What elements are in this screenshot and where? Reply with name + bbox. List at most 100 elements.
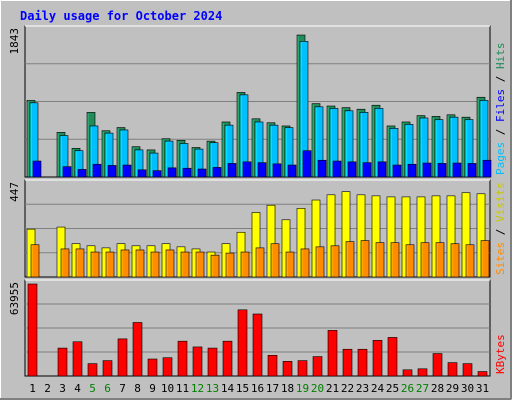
x-tick-label-day-4: 4 <box>74 382 81 395</box>
bar-sites-day-17 <box>270 243 280 278</box>
bar-pages-day-21 <box>332 160 342 178</box>
bar-kbytes-day-27 <box>417 368 428 377</box>
bar-pages-day-20 <box>317 159 327 178</box>
bar-pages-day-22 <box>347 161 357 178</box>
x-tick-label-day-29: 29 <box>446 382 459 395</box>
x-tick-label-day-9: 9 <box>149 382 156 395</box>
bar-pages-day-6 <box>107 165 117 178</box>
bar-pages-day-8 <box>137 169 147 178</box>
legend-files: Files <box>494 89 507 122</box>
x-tick-label-day-22: 22 <box>341 382 354 395</box>
bar-sites-day-6 <box>105 251 115 278</box>
x-tick-label-day-7: 7 <box>119 382 126 395</box>
bar-pages-day-25 <box>392 164 402 178</box>
bar-kbytes-day-26 <box>402 369 413 377</box>
bar-sites-day-26 <box>405 244 415 278</box>
x-tick-label-day-8: 8 <box>134 382 141 395</box>
x-tick-label-day-3: 3 <box>59 382 66 395</box>
bar-sites-day-25 <box>390 242 400 278</box>
x-tick-label-day-1: 1 <box>29 382 36 395</box>
bar-kbytes-day-18 <box>282 361 293 377</box>
bar-pages-day-9 <box>152 170 162 178</box>
x-tick-label-day-2: 2 <box>44 382 51 395</box>
bar-sites-day-23 <box>360 240 370 278</box>
x-tick-label-day-27: 27 <box>416 382 429 395</box>
bar-kbytes-day-8 <box>132 322 143 377</box>
bar-sites-day-21 <box>330 245 340 278</box>
bar-pages-day-30 <box>467 163 477 178</box>
x-tick-label-day-5: 5 <box>89 382 96 395</box>
x-tick-label-day-31: 31 <box>476 382 489 395</box>
x-tick-label-day-10: 10 <box>161 382 174 395</box>
bar-kbytes-day-16 <box>252 313 263 377</box>
bar-sites-day-8 <box>135 249 145 278</box>
legend-hits: Hits <box>494 43 507 70</box>
bar-sites-day-13 <box>210 254 220 278</box>
bar-kbytes-day-17 <box>267 354 278 377</box>
x-tick-label-day-18: 18 <box>281 382 294 395</box>
x-tick-label-day-12: 12 <box>191 382 204 395</box>
x-tick-label-day-21: 21 <box>326 382 339 395</box>
bar-pages-day-3 <box>62 166 72 178</box>
bar-kbytes-day-29 <box>447 362 458 377</box>
x-tick-label-day-17: 17 <box>266 382 279 395</box>
chart-title: Daily usage for October 2024 <box>20 9 222 23</box>
bar-kbytes-day-11 <box>177 340 188 377</box>
bar-kbytes-day-19 <box>297 360 308 377</box>
bar-kbytes-day-3 <box>57 347 68 377</box>
bar-kbytes-day-28 <box>432 353 443 377</box>
x-tick-label-day-30: 30 <box>461 382 474 395</box>
bar-pages-day-28 <box>437 163 447 178</box>
bar-sites-day-18 <box>285 251 295 278</box>
bar-sites-day-14 <box>225 252 235 278</box>
bar-pages-day-29 <box>452 162 462 178</box>
bar-pages-day-10 <box>167 167 177 178</box>
bar-pages-day-26 <box>407 163 417 178</box>
x-tick-label-day-14: 14 <box>221 382 235 395</box>
bar-pages-day-12 <box>197 168 207 178</box>
bar-sites-day-5 <box>90 251 100 278</box>
bar-pages-day-13 <box>212 167 222 178</box>
bar-kbytes-day-10 <box>162 357 173 377</box>
bar-pages-day-27 <box>422 162 432 178</box>
x-tick-label-day-24: 24 <box>371 382 385 395</box>
bar-kbytes-day-23 <box>357 348 368 377</box>
bar-pages-day-16 <box>257 162 267 178</box>
x-tick-label-day-25: 25 <box>386 382 399 395</box>
legend-sep1: / <box>494 122 507 142</box>
side-legend-kbytes: KBytes <box>494 334 507 374</box>
x-tick-label-day-6: 6 <box>104 382 111 395</box>
bar-pages-day-1 <box>32 160 42 178</box>
bar-kbytes-day-31 <box>477 371 488 377</box>
bar-kbytes-day-5 <box>87 363 98 377</box>
bar-sites-day-15 <box>240 251 250 278</box>
bar-sites-day-12 <box>195 251 205 278</box>
bar-kbytes-day-22 <box>342 348 353 377</box>
bar-pages-day-23 <box>362 162 372 178</box>
side-legend-visits-sites: Sites / Visits <box>494 182 507 275</box>
y-axis-max-label-hits-files-pages: 1843 <box>8 28 21 55</box>
bar-pages-day-11 <box>182 167 192 178</box>
bar-sites-day-28 <box>435 242 445 278</box>
bar-sites-day-11 <box>180 251 190 278</box>
bar-pages-day-5 <box>92 163 102 178</box>
bar-pages-day-24 <box>377 161 387 178</box>
x-tick-label-day-28: 28 <box>431 382 444 395</box>
bar-pages-day-17 <box>272 163 282 178</box>
bar-sites-day-1 <box>30 244 40 278</box>
x-tick-label-day-13: 13 <box>206 382 219 395</box>
bar-sites-day-4 <box>75 248 85 278</box>
bar-sites-day-16 <box>255 247 265 278</box>
bar-pages-day-4 <box>77 169 87 178</box>
y-axis-max-label-visits-sites: 447 <box>8 182 21 202</box>
x-tick-label-day-15: 15 <box>236 382 249 395</box>
bar-kbytes-day-7 <box>117 338 128 377</box>
bar-sites-day-29 <box>450 243 460 278</box>
bar-kbytes-day-21 <box>327 330 338 377</box>
side-legend-hits-files-pages: Pages / Files / Hits <box>494 43 507 176</box>
bar-sites-day-31 <box>480 240 490 278</box>
legend-pages: Pages <box>494 142 507 175</box>
x-tick-label-day-20: 20 <box>311 382 324 395</box>
bar-sites-day-10 <box>165 249 175 278</box>
